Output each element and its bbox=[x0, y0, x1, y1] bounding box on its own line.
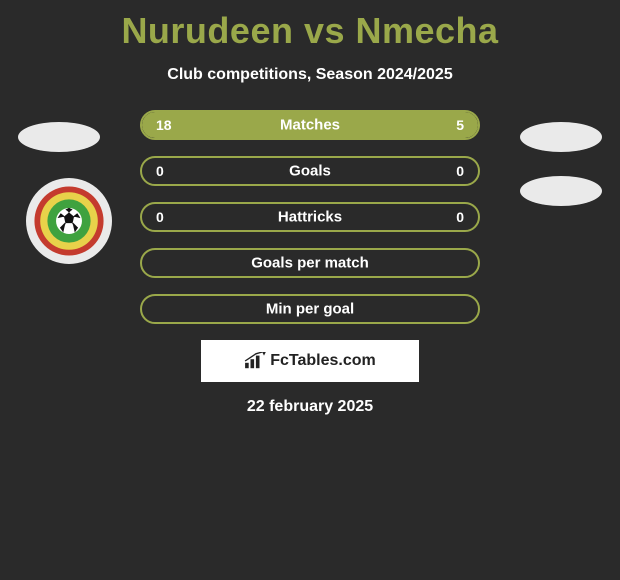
brand-text: FcTables.com bbox=[270, 352, 376, 370]
stat-label: Goals per match bbox=[251, 255, 369, 272]
stat-value-right: 0 bbox=[456, 209, 464, 225]
stat-fill-right bbox=[404, 112, 478, 138]
stat-label: Hattricks bbox=[278, 209, 342, 226]
page-title: Nurudeen vs Nmecha bbox=[0, 0, 620, 52]
brand-box: FcTables.com bbox=[201, 340, 419, 382]
club-crest-icon bbox=[33, 185, 105, 257]
stat-fill-left bbox=[142, 112, 404, 138]
club-left-badge bbox=[26, 178, 112, 264]
player-left-avatar bbox=[18, 122, 100, 152]
date-text: 22 february 2025 bbox=[0, 398, 620, 416]
stat-bar: Min per goal bbox=[140, 294, 480, 324]
subtitle: Club competitions, Season 2024/2025 bbox=[0, 66, 620, 84]
stats-bars: 18 5 Matches 0 0 Goals 0 0 Hattricks Goals per ma… bbox=[140, 110, 480, 324]
brand-chart-icon bbox=[244, 352, 266, 370]
stat-label: Min per goal bbox=[266, 301, 354, 318]
stat-bar: 0 0 Goals bbox=[140, 156, 480, 186]
stat-value-right: 5 bbox=[456, 117, 464, 133]
stat-label: Goals bbox=[289, 163, 331, 180]
player-right-avatar bbox=[520, 122, 602, 152]
stat-bar: 0 0 Hattricks bbox=[140, 202, 480, 232]
stat-value-left: 18 bbox=[156, 117, 172, 133]
stat-value-right: 0 bbox=[456, 163, 464, 179]
stat-bar: Goals per match bbox=[140, 248, 480, 278]
stat-bar: 18 5 Matches bbox=[140, 110, 480, 140]
stat-value-left: 0 bbox=[156, 163, 164, 179]
club-right-avatar bbox=[520, 176, 602, 206]
stat-label: Matches bbox=[280, 117, 340, 134]
stat-value-left: 0 bbox=[156, 209, 164, 225]
